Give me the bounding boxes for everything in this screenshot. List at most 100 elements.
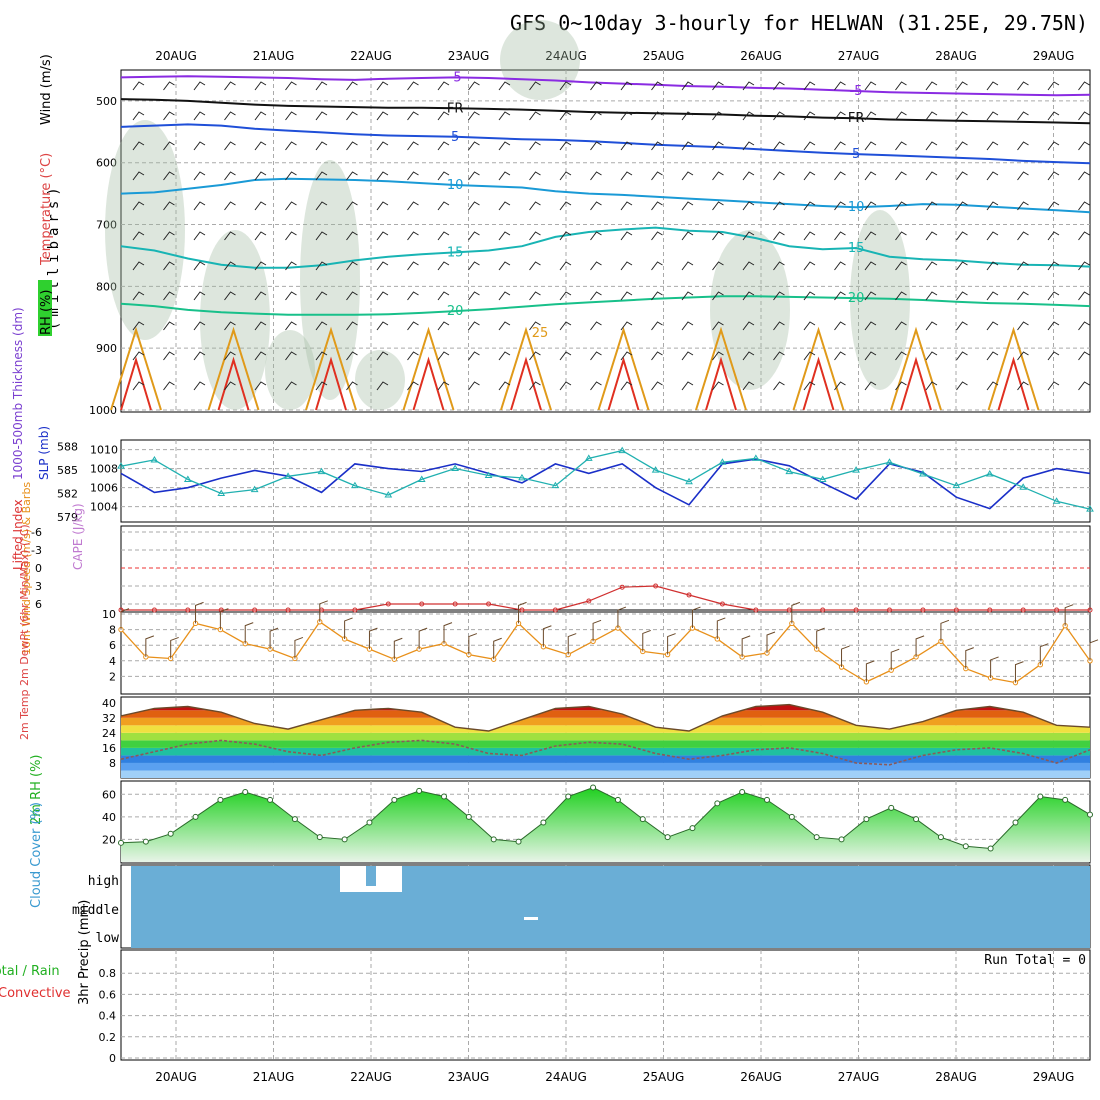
wind-barb [315, 291, 328, 301]
wind-barb [742, 81, 755, 91]
rh-shade-region [850, 210, 910, 390]
temperature-contour-25 [792, 326, 845, 411]
wind-barb [620, 111, 633, 121]
temperature-contour-25 [207, 326, 260, 411]
wind-barb-10m [518, 601, 527, 624]
wind-barb [773, 351, 785, 361]
rh2m-marker [689, 825, 696, 832]
wind-barb [864, 231, 877, 241]
thickness-marker [584, 454, 593, 461]
lifted-index-marker [719, 601, 725, 607]
wind-barb [529, 171, 541, 181]
wind10m-panel [120, 611, 1091, 695]
thickness-marker [985, 470, 994, 477]
wind-barb [559, 201, 572, 211]
wind-barb [834, 81, 846, 91]
wind-barb [590, 381, 602, 391]
wind-barb-10m [841, 645, 850, 668]
wind-barb [681, 111, 694, 121]
wind-barb [620, 261, 633, 271]
wind-barb [803, 291, 816, 301]
rh2m-marker [267, 796, 274, 803]
wind-barb-10m [1014, 661, 1024, 683]
wind-barb [315, 261, 328, 271]
contour-label: 10 [447, 178, 464, 193]
wind-barb [163, 321, 175, 331]
wind-barb [407, 141, 419, 151]
wind-barb-10m [393, 637, 403, 660]
wind-barb [803, 171, 816, 181]
wind-barb [803, 111, 816, 121]
wind-tick-label: 2 [109, 670, 116, 683]
thickness-marker [551, 481, 560, 489]
date-label-bottom: 26AUG [740, 1070, 782, 1084]
thickness-marker [618, 446, 627, 454]
wind-barb [895, 231, 907, 241]
wind-barb [285, 291, 297, 301]
wind-barb [498, 291, 511, 301]
rh-shade-region [105, 120, 185, 340]
wind-barb [437, 141, 450, 151]
lifted-index-marker [619, 584, 625, 590]
temperature-contour-30 [997, 356, 1030, 411]
wind-barb-10m [368, 627, 378, 650]
wind-tick-label: 10 [102, 608, 116, 621]
wind-barb [1047, 111, 1060, 121]
wind-barb [346, 291, 358, 301]
wind-barb [986, 201, 999, 211]
wind-barb [193, 81, 206, 91]
thickness-marker [1019, 483, 1028, 490]
lifted-index-marker [151, 607, 157, 613]
wind-barb [529, 201, 541, 211]
wind-barb [346, 171, 358, 181]
temp-band [121, 704, 1090, 711]
lifted-index-marker [352, 607, 358, 613]
temperature-contour-30 [607, 356, 640, 411]
wind-barb [224, 81, 236, 91]
wind-barb [864, 381, 877, 391]
wind-barb [956, 291, 968, 301]
wind-barb [407, 111, 419, 121]
wind-barb [132, 201, 145, 211]
wind-barb [1047, 321, 1060, 331]
thickness-marker [117, 462, 125, 469]
wind-barb [559, 321, 572, 331]
wind-barb [712, 381, 724, 391]
wind-barb [224, 291, 236, 301]
wind-barb [1078, 81, 1090, 91]
wind-barb [1078, 141, 1090, 151]
temp-band [121, 762, 1090, 771]
thickness-marker [150, 455, 159, 463]
wind-barb [712, 141, 724, 151]
wind-barb [773, 381, 785, 391]
wind-barb [224, 171, 236, 181]
wind-barb [285, 81, 297, 91]
wind-barb [376, 321, 389, 331]
wind-barb [468, 321, 480, 331]
wind-barb [895, 291, 907, 301]
temperature-contour-25 [500, 326, 552, 411]
wind-barb [315, 81, 328, 91]
rh-tick-label: 60 [102, 788, 116, 801]
middle-cloud-block [524, 917, 538, 920]
thickness-marker [1086, 505, 1094, 512]
thickness-marker [952, 481, 961, 489]
wind-barb [742, 381, 755, 391]
wind-barb [742, 141, 755, 151]
wind-barb [864, 171, 877, 181]
contour-label: FR [447, 101, 464, 116]
wind-barb [803, 321, 816, 331]
wind-barb [346, 111, 358, 121]
wind-barb [681, 381, 694, 391]
date-label-bottom: 28AUG [935, 1070, 977, 1084]
wind-barb [651, 81, 663, 91]
precip-tick-label: 0.4 [99, 1010, 117, 1023]
wind-barb [925, 201, 938, 211]
upper-air-panel [120, 69, 1091, 413]
wind-barb [1047, 261, 1060, 271]
rh2m-marker [1012, 819, 1019, 826]
wind-barb [468, 231, 480, 241]
wind-barb [864, 111, 877, 121]
date-label-bottom: 29AUG [1033, 1070, 1075, 1084]
